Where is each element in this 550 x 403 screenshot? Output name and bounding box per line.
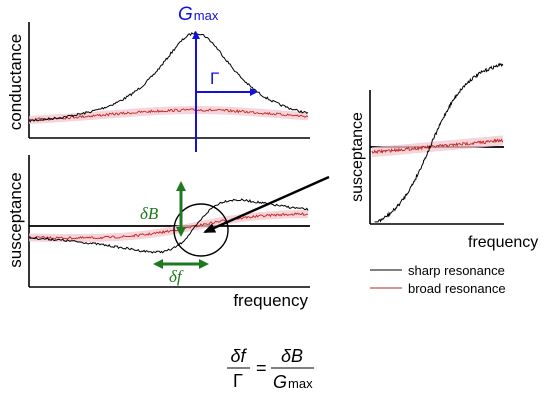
- equation-rhs-denominator: Gmax: [273, 372, 313, 392]
- susceptance-left-axis-label: susceptance: [6, 172, 25, 267]
- equation: δf Γ = δB Gmax: [227, 346, 314, 392]
- susceptance-left-sharp-curve: [28, 198, 309, 254]
- legend-label-sharp: sharp resonance: [408, 263, 505, 278]
- conductance-axis-label: conductance: [6, 34, 25, 130]
- susceptance-panel-left: δB δf susceptance frequency: [6, 155, 330, 310]
- susceptance-panel-right: susceptance frequency: [349, 62, 538, 251]
- equation-equals: =: [256, 358, 267, 378]
- susceptance-right-broad-band: [372, 135, 503, 158]
- conductance-broad-curve: [28, 108, 309, 122]
- delta-b-label: δB: [140, 204, 159, 223]
- susceptance-right-axis-label: susceptance: [349, 112, 366, 202]
- equation-lhs-denominator: Γ: [233, 371, 243, 391]
- frequency-left-label: frequency: [233, 291, 308, 310]
- zoom-pointer-arrow: [203, 175, 330, 234]
- conductance-panel: Gmax Γ conductance: [6, 4, 310, 152]
- susceptance-right-sharp-curve: [374, 62, 504, 223]
- gmax-label: Gmax: [178, 4, 219, 25]
- delta-f-label: δf: [169, 267, 184, 286]
- conductance-sharp-curve: [28, 30, 309, 123]
- equation-rhs-numerator: δB: [281, 346, 303, 366]
- frequency-right-label: frequency: [468, 234, 538, 251]
- gamma-label: Γ: [210, 69, 219, 88]
- zoom-circle: [173, 203, 229, 257]
- susceptance-left-broad-curve: [28, 212, 309, 240]
- susceptance-right-broad-curve: [371, 138, 504, 155]
- legend: sharp resonance broad resonance: [370, 263, 506, 296]
- equation-lhs-numerator: δf: [230, 346, 247, 366]
- conductance-broad-band: [29, 106, 308, 124]
- legend-label-broad: broad resonance: [408, 281, 506, 296]
